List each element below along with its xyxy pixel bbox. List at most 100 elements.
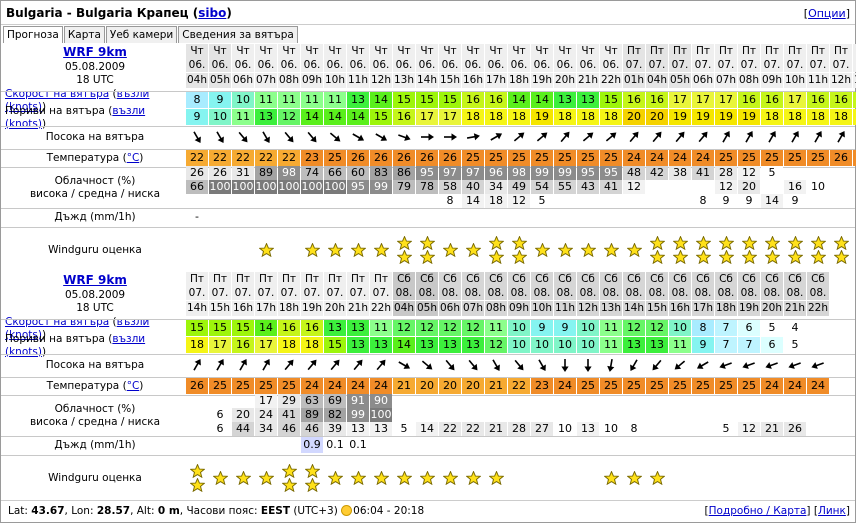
wind-arrow-icon — [307, 359, 317, 371]
wind-speed-label[interactable]: Скорост на вятъра — [5, 87, 110, 100]
star-icon — [787, 236, 803, 250]
cloud-cell: 8 — [623, 422, 645, 436]
wind-direction-cell — [738, 129, 760, 150]
rating-cell — [301, 464, 323, 492]
star-icon — [327, 243, 343, 257]
wind-unit-link[interactable]: възли (knots) — [5, 315, 150, 341]
hour-label: 19h — [531, 73, 553, 88]
sun-icon — [341, 505, 353, 516]
cloud-cell: 100 — [324, 180, 346, 194]
sibo-link[interactable]: sibo — [198, 6, 227, 20]
row-divider — [1, 377, 855, 378]
wind-direction-cell — [508, 357, 530, 378]
date-label: 07. — [232, 286, 254, 300]
hour-label: 04h — [393, 301, 415, 316]
gust-cell: 14 — [347, 109, 369, 125]
day-label: Сб — [416, 272, 438, 286]
model-link[interactable]: WRF 9km — [63, 45, 127, 59]
cloud-cell: 95 — [416, 166, 438, 180]
cloud-cell: 96 — [485, 166, 507, 180]
date-label: 08. — [577, 286, 599, 300]
day-label: Пт — [186, 272, 208, 286]
wind-speed-label[interactable]: Скорост на вятъра — [5, 315, 110, 328]
temp-cell: 25 — [669, 378, 691, 394]
date-label: 06. — [485, 58, 507, 72]
row-label: Пориви на вятъра (възли (knots)) — [5, 104, 146, 130]
row-divider — [1, 208, 855, 209]
gust-cell: 6 — [761, 337, 783, 353]
cloud-cell: 100 — [278, 180, 300, 194]
day-label: Чт — [278, 44, 300, 58]
date-label: 07. — [370, 286, 392, 300]
wind-arrow-icon — [353, 359, 363, 371]
wind-direction-cell — [209, 129, 231, 150]
rating-cell — [761, 236, 783, 264]
rating-label: Windguru оценка — [48, 244, 142, 256]
date-label: 06. — [347, 58, 369, 72]
hour-label: 21h — [347, 301, 369, 316]
date-label: 08. — [669, 286, 691, 300]
wind-direction-cell — [324, 129, 346, 150]
wind-direction-cell — [669, 357, 691, 378]
cloud-cell: 95 — [577, 166, 599, 180]
day-label: Пт — [370, 272, 392, 286]
hour-label: 05h — [669, 73, 691, 88]
day-label: Чт — [554, 44, 576, 58]
cloud-cell: 100 — [255, 180, 277, 194]
wind-arrow-icon — [238, 131, 248, 143]
wind-direction-cell — [370, 357, 392, 378]
temp-cell: 20 — [462, 378, 484, 394]
hour-label: 07h — [715, 73, 737, 88]
tab-forecast[interactable]: Прогноза — [3, 26, 63, 43]
gust-cell: 18 — [485, 109, 507, 125]
date-label: 06. — [324, 58, 346, 72]
hour-label: 07h — [462, 301, 484, 316]
wind-dir-label: Посока на вятъра — [45, 359, 145, 371]
hour-label: 11h — [807, 73, 829, 88]
tab-map[interactable]: Карта — [63, 26, 105, 43]
gust-cell: 19 — [531, 109, 553, 125]
wind-arrow-icon — [536, 132, 548, 142]
wind-arrow-icon — [329, 132, 341, 142]
wind-arrow-icon — [607, 358, 615, 372]
day-label: Пт — [692, 44, 714, 58]
temp-unit-link[interactable]: °C — [126, 380, 140, 392]
day-label: Сб — [508, 272, 530, 286]
wind-speed-cell: 7 — [715, 320, 737, 336]
day-label: Пт — [738, 44, 760, 58]
wind-speed-cell: 10 — [669, 320, 691, 336]
model-link[interactable]: WRF 9km — [63, 273, 127, 287]
date-label: 08. — [462, 286, 484, 300]
temp-cell: 24 — [784, 378, 806, 394]
wind-direction-cell — [738, 357, 760, 378]
detail-map-link[interactable]: Подробно / Карта — [708, 505, 807, 517]
gust-cell: 18 — [761, 109, 783, 125]
options-link[interactable]: Опции — [808, 7, 846, 20]
gust-cell: 13 — [646, 337, 668, 353]
wind-arrow-icon — [582, 132, 594, 142]
cloud-cell: 89 — [301, 408, 323, 422]
date-label: 07. — [209, 286, 231, 300]
wind-arrow-icon — [307, 131, 317, 143]
temp-cell: 21 — [393, 378, 415, 394]
tab-webcams[interactable]: Уеб камери — [105, 26, 178, 43]
hour-label: 04h — [646, 73, 668, 88]
rating-cell — [485, 236, 507, 264]
wind-speed-cell: 15 — [209, 320, 231, 336]
rating-cell — [186, 464, 208, 492]
wind-direction-cell — [807, 129, 829, 150]
rain-label: Дъжд (mm/1h) — [54, 438, 136, 451]
wind-speed-cell: 16 — [761, 92, 783, 108]
tab-wind-info[interactable]: Сведения за вятъра — [178, 26, 298, 43]
day-label: Сб — [807, 272, 829, 286]
wind-arrow-icon — [492, 359, 500, 372]
rain-cell: 0.9 — [301, 437, 323, 453]
wind-direction-cell — [692, 357, 714, 378]
wind-unit-link[interactable]: възли (knots) — [5, 87, 150, 113]
gust-cell: 10 — [508, 337, 530, 353]
temp-unit-link[interactable]: °C — [126, 152, 140, 164]
gust-cell: 13 — [439, 337, 461, 353]
rating-cell — [577, 243, 599, 257]
link-link[interactable]: Линк — [817, 505, 846, 517]
rating-cell — [623, 471, 645, 485]
